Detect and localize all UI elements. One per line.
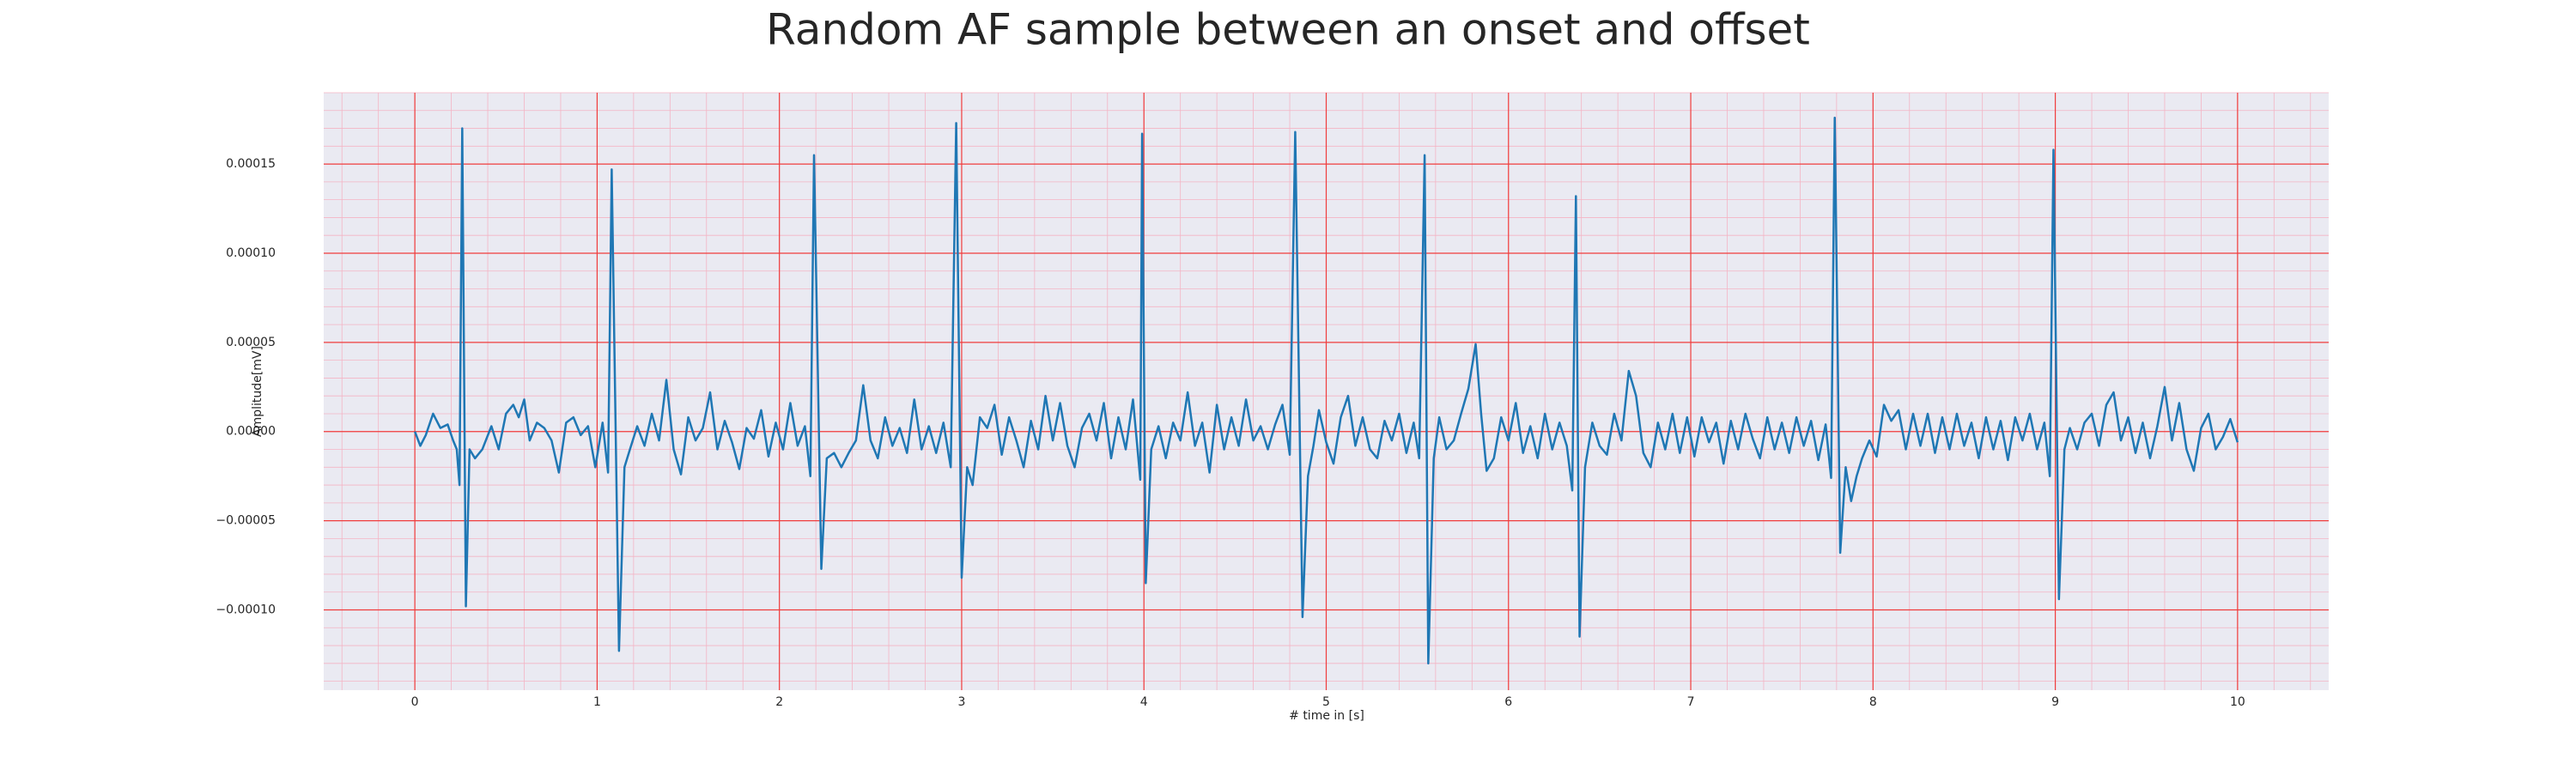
- x-tick-label: 10: [2230, 695, 2245, 709]
- y-tick-label: 0.00005: [226, 336, 276, 349]
- x-tick-label: 5: [1322, 695, 1330, 709]
- x-tick-label: 0: [411, 695, 419, 709]
- line-series: [413, 116, 2239, 665]
- y-axis-label: Amplitude[mV]: [251, 346, 264, 437]
- y-tick-label: 0.00000: [226, 425, 276, 439]
- x-tick-label: 8: [1869, 695, 1877, 709]
- x-tick-label: 3: [957, 695, 965, 709]
- x-tick-label: 9: [2051, 695, 2059, 709]
- x-tick-label: 4: [1140, 695, 1148, 709]
- chart-title: Random AF sample between an onset and of…: [766, 5, 1810, 55]
- x-axis-label: # time in [s]: [1289, 709, 1364, 723]
- x-tick-label: 7: [1687, 695, 1695, 709]
- x-tick-label: 2: [775, 695, 783, 709]
- y-tick-label: 0.00010: [226, 246, 276, 260]
- y-tick-label: −0.00005: [216, 514, 276, 528]
- y-tick-label: 0.00015: [226, 157, 276, 171]
- y-tick-label: −0.00010: [216, 603, 276, 617]
- x-tick-label: 6: [1504, 695, 1512, 709]
- x-tick-label: 1: [593, 695, 601, 709]
